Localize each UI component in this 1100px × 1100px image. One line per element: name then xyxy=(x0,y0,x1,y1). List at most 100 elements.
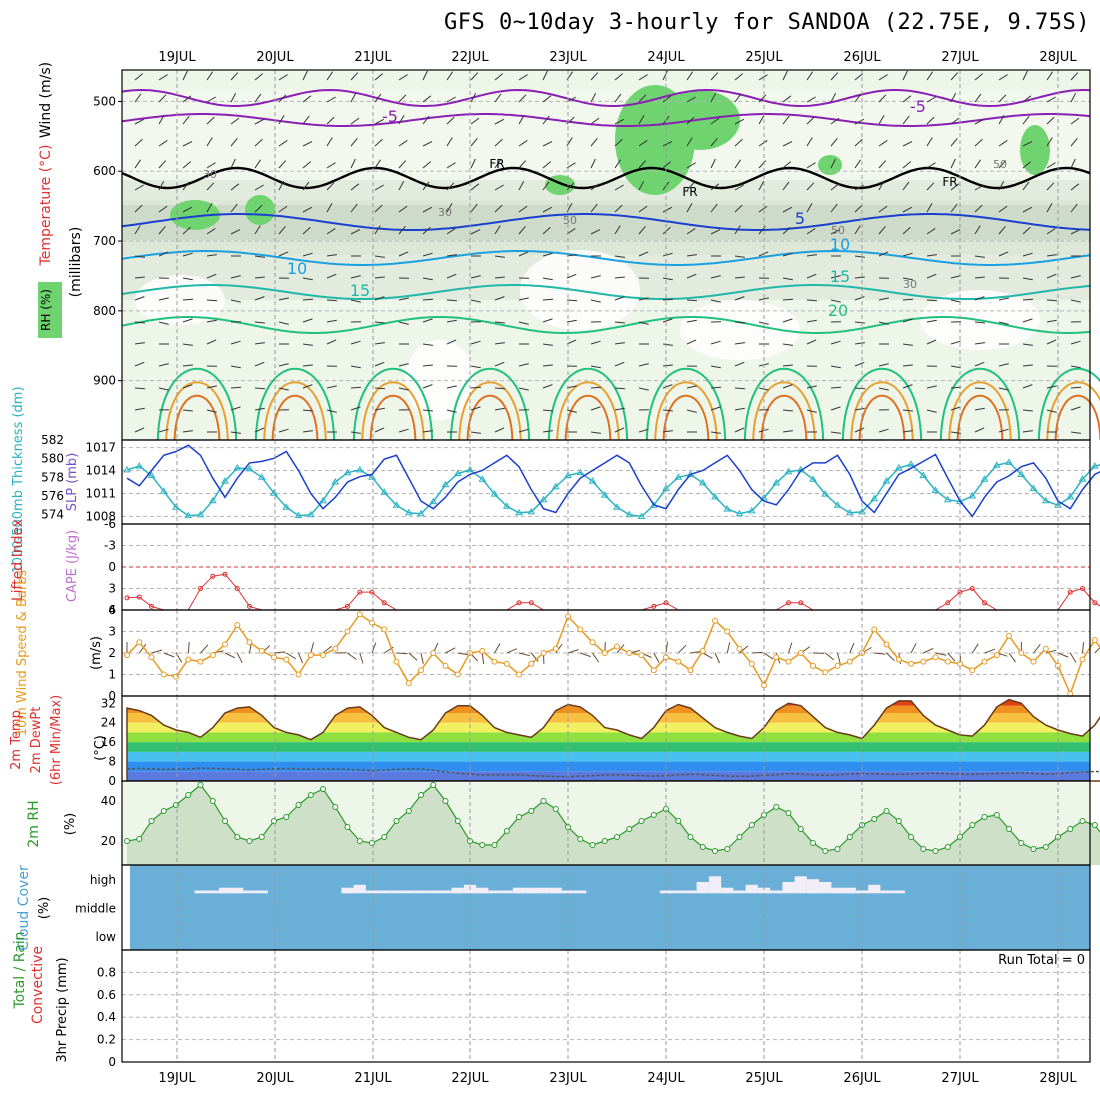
high-cloud-bar xyxy=(439,890,452,894)
li-tick-label: -3 xyxy=(104,539,116,553)
upper-wind-barb xyxy=(902,226,911,235)
thickness-point xyxy=(551,482,560,490)
rh-point xyxy=(601,838,608,844)
upper-wind-barb xyxy=(782,252,793,257)
thickness-point xyxy=(417,509,425,517)
upper-wind-barb xyxy=(782,277,793,281)
upper-wind-barb xyxy=(158,387,169,391)
upper-wind-barb xyxy=(854,93,862,103)
wind-barb xyxy=(947,652,956,662)
surface-pressure-panel xyxy=(122,444,1100,519)
upper-wind-barb xyxy=(830,203,838,213)
high-cloud-bar xyxy=(390,890,403,894)
wind-barb xyxy=(984,648,995,654)
upper-wind-barb xyxy=(422,430,433,433)
upper-wind-barb xyxy=(1046,71,1054,81)
upper-wind-barb xyxy=(134,255,145,258)
thickness-point xyxy=(319,496,327,504)
upper-wind-barb xyxy=(518,225,526,235)
boundary-layer-contour xyxy=(263,381,327,441)
wind-speed-point xyxy=(834,662,841,669)
upper-wind-barb xyxy=(422,181,430,191)
upper-wind-barb xyxy=(1070,158,1076,169)
upper-wind-barb xyxy=(614,255,625,258)
upper-wind-barb xyxy=(398,251,409,257)
upper-wind-barb xyxy=(470,203,478,213)
upper-wind-barb xyxy=(638,94,647,103)
temp2m-panel xyxy=(122,698,1100,782)
upper-wind-barb xyxy=(302,318,313,323)
rh-point xyxy=(1018,840,1025,846)
upper-wind-barb xyxy=(422,206,433,213)
rh-high-area xyxy=(245,195,275,225)
upper-wind-barb xyxy=(734,255,745,258)
high-cloud-bar xyxy=(868,884,881,894)
upper-wind-barb xyxy=(230,203,238,213)
rh-high-area xyxy=(170,200,220,230)
wind-barb xyxy=(567,649,579,654)
upper-wind-barb xyxy=(902,384,913,389)
rh-high-area xyxy=(1020,125,1050,175)
thickness-point xyxy=(343,468,352,476)
upper-wind-barb xyxy=(998,387,1009,391)
upper-wind-barb xyxy=(542,181,550,191)
upper-wind-barb xyxy=(134,321,145,324)
temp-contour-10 xyxy=(121,250,1091,266)
wind-barb xyxy=(751,651,763,654)
upper-wind-barb xyxy=(902,364,913,367)
ylabel-cloud: Cloud Cover xyxy=(16,865,32,951)
upper-wind-barb xyxy=(518,321,529,325)
ylabel-temperature: Temperature (°C) xyxy=(38,145,54,267)
wind-barb xyxy=(1057,652,1069,658)
upper-wind-barb xyxy=(758,74,768,81)
rh-point xyxy=(491,842,498,848)
wind-barb xyxy=(1094,646,1100,654)
upper-wind-barb xyxy=(734,93,742,103)
thickness-point xyxy=(294,511,303,519)
high-cloud-bar xyxy=(892,890,905,894)
li-line xyxy=(126,573,1100,611)
cloud-level-label: middle xyxy=(75,902,116,916)
wind-speed-point xyxy=(124,652,130,659)
upper-wind-barb xyxy=(806,409,817,413)
rh-point xyxy=(418,792,424,798)
thickness-point xyxy=(931,486,940,493)
upper-wind-barb xyxy=(158,139,168,147)
thickness-point xyxy=(429,497,438,505)
upper-wind-barb xyxy=(710,431,721,434)
upper-wind-barb xyxy=(686,96,696,103)
wind-speed-point xyxy=(320,652,326,659)
upper-wind-barb xyxy=(422,70,428,81)
upper-wind-barb xyxy=(182,161,192,169)
high-cloud-bar xyxy=(855,890,869,894)
temp-contour-15 xyxy=(121,284,1091,300)
thickness-point xyxy=(809,475,817,482)
upper-wind-barb xyxy=(494,93,502,103)
upper-wind-barb xyxy=(1070,117,1080,125)
upper-wind-barb xyxy=(974,361,985,367)
upper-wind-barb xyxy=(278,225,286,235)
upper-wind-barb xyxy=(1046,319,1057,323)
upper-wind-barb xyxy=(206,137,213,147)
upper-wind-barb xyxy=(350,158,356,169)
pressure-tick-label: 500 xyxy=(93,94,116,108)
wind-speed-point xyxy=(185,656,192,663)
thickness-point xyxy=(355,465,364,473)
upper-wind-barb xyxy=(950,117,960,125)
wind-speed-point xyxy=(822,669,829,676)
thickness-point xyxy=(772,478,781,486)
upper-wind-barb xyxy=(758,160,767,169)
upper-wind-barb xyxy=(686,339,697,345)
upper-wind-barb xyxy=(806,116,815,125)
upper-wind-barb xyxy=(926,227,936,235)
rh-point xyxy=(993,812,1000,818)
upper-wind-barb xyxy=(1046,385,1057,389)
upper-wind-barb xyxy=(254,407,265,411)
contour-label: 5 xyxy=(795,209,805,228)
contour-label: -5 xyxy=(910,97,926,116)
rh-point xyxy=(736,834,743,840)
upper-wind-barb xyxy=(398,115,405,125)
upper-wind-barb xyxy=(662,277,673,281)
ylabel-rh: RH (%) xyxy=(39,289,53,331)
upper-wind-barb xyxy=(782,95,792,103)
